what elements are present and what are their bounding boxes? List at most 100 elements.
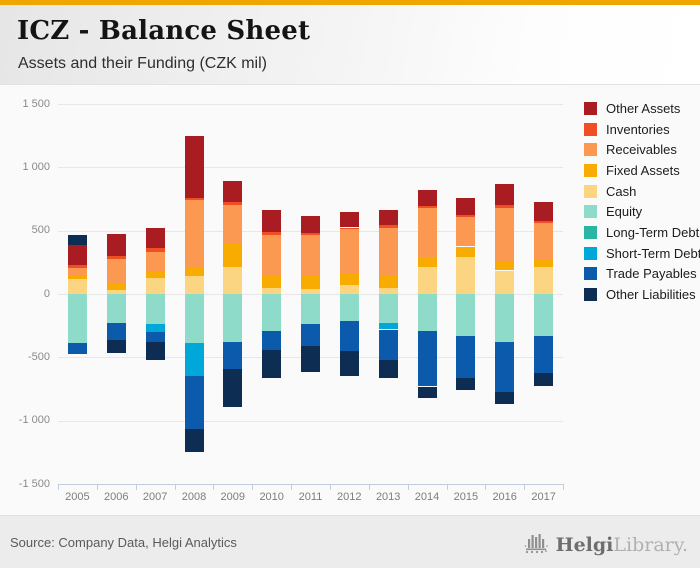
bar-2014-receivables	[417, 207, 437, 257]
x-axis-label-2012: 2012	[337, 491, 362, 503]
page-subtitle: Assets and their Funding (CZK mil)	[18, 55, 267, 72]
legend-swatch	[584, 122, 597, 136]
bar-2015-receivables	[456, 217, 476, 247]
bar-2010-inventories	[262, 231, 282, 236]
bar-2016-other-liabilities	[495, 391, 515, 404]
bar-2008-trade-payables	[184, 375, 204, 429]
bar-2014-other-liabilities	[417, 386, 437, 398]
bar-2009-inventories	[223, 202, 243, 206]
legend-item-other-assets: Other Assets	[584, 98, 700, 119]
bar-2010-equity	[262, 294, 282, 332]
chart-header: ICZ - Balance Sheet Assets and their Fun…	[0, 5, 700, 85]
bar-2009-other-assets	[223, 181, 243, 203]
page-title: ICZ - Balance Sheet	[17, 16, 311, 46]
bar-2009-other-liabilities	[223, 369, 243, 407]
bar-2015-trade-payables	[456, 336, 476, 378]
bar-2009-cash	[223, 267, 243, 294]
y-axis-tick-label: -1 500	[18, 477, 50, 490]
source-attribution: Source: Company Data, Helgi Analytics	[10, 535, 237, 550]
x-axis-tick	[252, 484, 254, 490]
bar-2009-receivables	[223, 205, 243, 244]
bar-2008-other-liabilities	[184, 428, 204, 453]
bar-2012-fixed-assets	[339, 274, 359, 286]
bar-2017-equity	[534, 294, 554, 337]
bar-2013-trade-payables	[378, 329, 398, 360]
bar-2005-receivables	[67, 268, 87, 276]
x-axis-tick	[329, 484, 331, 490]
bar-2012-inventories	[339, 227, 359, 230]
bar-2009-equity	[223, 294, 243, 342]
legend-label: Inventories	[606, 121, 670, 137]
bar-2010-fixed-assets	[262, 275, 282, 289]
bar-2006-fixed-assets	[106, 283, 126, 291]
bar-2015-inventories	[456, 214, 476, 218]
bar-2013-other-liabilities	[378, 359, 398, 379]
x-axis-tick	[58, 484, 59, 490]
bar-2012-other-assets	[339, 212, 359, 228]
x-axis-label-2014: 2014	[414, 491, 440, 503]
y-axis-tick-label: -1 000	[18, 414, 50, 427]
bar-2005-cash	[67, 279, 87, 294]
bar-2013-cash	[378, 288, 398, 294]
bar-2010-cash	[262, 288, 282, 294]
legend-label: Long-Term Debt	[606, 224, 700, 240]
bar-2010-other-assets	[262, 210, 282, 232]
x-axis-tick	[291, 484, 293, 490]
x-axis-label-2009: 2009	[220, 491, 246, 503]
legend-item-trade-payables: Trade Payables	[584, 264, 700, 285]
bar-2011-receivables	[301, 235, 320, 277]
bar-2010-other-liabilities	[262, 349, 282, 378]
x-axis-tick	[446, 484, 448, 490]
legend-item-fixed-assets: Fixed Assets	[584, 160, 700, 181]
bar-2008-other-assets	[184, 135, 204, 199]
bar-2008-fixed-assets	[184, 267, 204, 276]
legend-label: Other Liabilities	[606, 287, 696, 303]
bar-2006-receivables	[106, 259, 126, 284]
x-axis-label-2013: 2013	[375, 491, 401, 503]
bar-2007-fixed-assets	[145, 271, 165, 279]
bar-2008-cash	[184, 275, 204, 294]
bar-2010-trade-payables	[262, 331, 282, 350]
bar-2007-short-term-debt	[145, 323, 165, 332]
bar-2016-equity	[495, 294, 515, 342]
bar-2016-inventories	[495, 205, 515, 208]
bar-2010-receivables	[262, 235, 282, 275]
legend-item-inventories: Inventories	[584, 119, 700, 140]
gridline-1000	[58, 167, 563, 169]
helgi-library-logo: HelgiLibrary.	[524, 530, 688, 559]
bar-2014-inventories	[417, 206, 437, 208]
chart-footer: Source: Company Data, Helgi Analytics	[0, 515, 700, 568]
legend-label: Trade Payables	[606, 266, 697, 282]
bar-2009-trade-payables	[223, 341, 243, 370]
helgi-bridge-chart-icon	[524, 530, 550, 559]
logo-text-library: Library.	[613, 533, 688, 556]
bar-2006-inventories	[106, 256, 126, 260]
bar-2017-cash	[534, 267, 554, 294]
legend-swatch	[584, 163, 597, 177]
bar-2005-other-liabilities	[67, 234, 87, 246]
gridline--1000	[58, 420, 563, 422]
bar-2013-fixed-assets	[378, 276, 398, 289]
bar-2015-cash	[456, 257, 476, 294]
bar-2011-other-liabilities	[301, 345, 320, 372]
bar-2005-inventories	[67, 264, 87, 269]
legend-label: Fixed Assets	[606, 162, 680, 178]
bar-2005-equity	[67, 294, 87, 343]
bar-2011-fixed-assets	[301, 276, 320, 289]
x-axis-label-2006: 2006	[104, 491, 129, 503]
legend-label: Short-Term Debt	[606, 245, 700, 261]
brand-accent-strip	[0, 0, 700, 5]
bar-2005-fixed-assets	[67, 275, 87, 280]
bar-2005-trade-payables	[67, 342, 87, 354]
bar-2012-other-liabilities	[339, 351, 359, 376]
bar-2017-inventories	[534, 220, 554, 223]
legend-item-long-term-debt: Long-Term Debt	[584, 222, 700, 243]
legend-swatch	[584, 143, 597, 157]
legend-label: Equity	[606, 204, 643, 220]
x-axis-tick	[485, 484, 487, 490]
bar-2005-other-assets	[67, 245, 87, 265]
bar-2015-other-liabilities	[456, 377, 476, 391]
bar-2013-equity	[378, 294, 398, 324]
bar-2008-equity	[184, 294, 204, 344]
y-axis-tick-label: 500	[31, 224, 50, 237]
